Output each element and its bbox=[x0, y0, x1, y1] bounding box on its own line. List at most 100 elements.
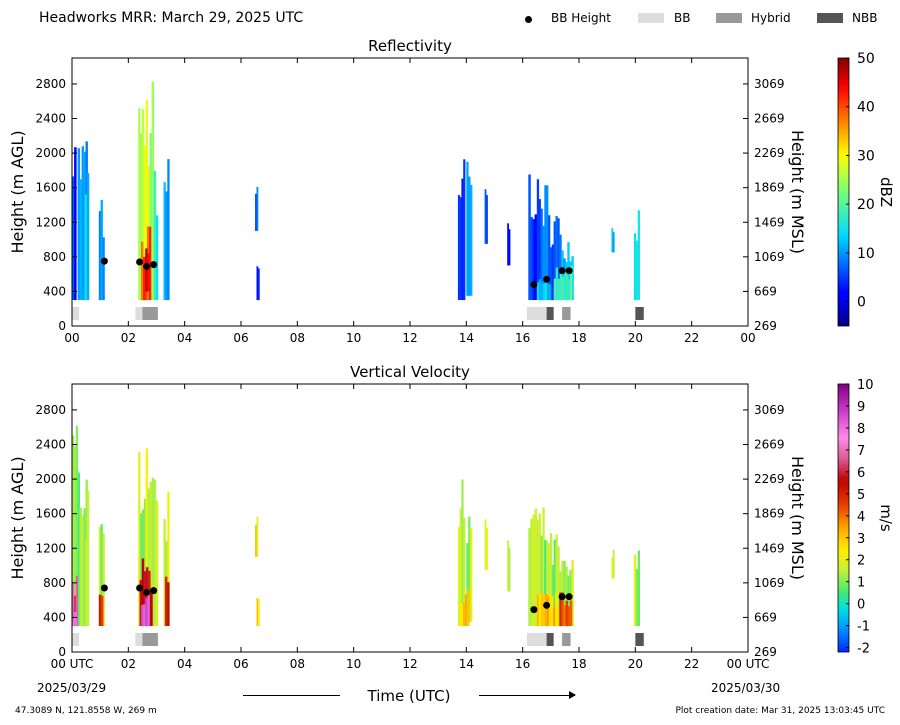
heatmap-cell bbox=[145, 99, 148, 301]
heatmap-cell bbox=[551, 244, 555, 301]
heatmap-cell bbox=[551, 564, 555, 627]
heatmap-hotspot bbox=[141, 558, 145, 627]
y-tick-label: 2400 bbox=[35, 438, 66, 452]
heatmap-hotspot bbox=[561, 276, 565, 301]
heatmap-cell bbox=[459, 197, 462, 300]
heatmap-cell bbox=[151, 477, 155, 626]
x-tick-label: 02 bbox=[121, 331, 136, 345]
colorbar-tick-label: 20 bbox=[857, 197, 875, 213]
colorbar-tick-label: 0 bbox=[857, 295, 866, 311]
heatmap-cell bbox=[147, 488, 150, 626]
heatmap-cell bbox=[548, 215, 551, 301]
bb-type-marker bbox=[635, 307, 644, 320]
heatmap-cell bbox=[611, 228, 614, 253]
y2-tick-label: 2669 bbox=[754, 112, 785, 126]
y-tick-label: 0 bbox=[58, 645, 66, 659]
y2-tick-label: 1869 bbox=[754, 181, 785, 195]
heatmap-cell bbox=[257, 268, 260, 301]
bb-height-point bbox=[143, 588, 151, 596]
heatmap-hotspot bbox=[538, 279, 542, 300]
bb-type-marker bbox=[635, 633, 644, 646]
figure-title: Headworks MRR: March 29, 2025 UTC bbox=[39, 10, 304, 26]
heatmap-cell bbox=[563, 560, 566, 626]
x-tick-label: 06 bbox=[233, 657, 248, 671]
x-tick-label: 10 bbox=[346, 657, 361, 671]
x-tick-label: 16 bbox=[515, 657, 530, 671]
heatmap-cell bbox=[536, 519, 540, 627]
heatmap-cell bbox=[534, 214, 538, 300]
colorbar-tick-label: 10 bbox=[857, 246, 875, 262]
bb-type-marker bbox=[135, 633, 143, 646]
heatmap-cell bbox=[486, 195, 488, 244]
heatmap-cell bbox=[553, 221, 556, 301]
heatmap-cell bbox=[536, 179, 540, 300]
heatmap-cell bbox=[81, 515, 84, 627]
heatmap-hotspot bbox=[462, 602, 466, 626]
heatmap-hotspot bbox=[467, 588, 470, 626]
heatmap-cell bbox=[140, 133, 143, 301]
y-axis-title: Height (m AGL) bbox=[8, 456, 27, 579]
heatmap-cell bbox=[457, 527, 461, 627]
heatmap-hotspot bbox=[74, 612, 77, 627]
colorbar-tick-label: 50 bbox=[857, 51, 875, 67]
heatmap-cell bbox=[470, 528, 473, 622]
heatmap-cell bbox=[100, 524, 103, 626]
legend: BB Height BB Hybrid NBB bbox=[0, 0, 900, 36]
bb-type-marker bbox=[562, 633, 571, 646]
heatmap-cell bbox=[534, 508, 538, 627]
heatmap-hotspot bbox=[72, 615, 75, 627]
heatmap-cell bbox=[72, 176, 75, 300]
heatmap-hotspot bbox=[145, 248, 148, 292]
legend-bb-height-label: BB Height bbox=[551, 11, 611, 25]
heatmap-hotspot bbox=[148, 226, 152, 301]
heatmap-cell bbox=[612, 549, 615, 579]
colorbar-tick-label: 30 bbox=[857, 148, 875, 164]
heatmap-cell bbox=[153, 479, 157, 627]
bb-height-point bbox=[565, 593, 573, 601]
bb-type-marker bbox=[142, 307, 158, 320]
colorbar bbox=[837, 383, 850, 653]
x-tick-label: 22 bbox=[684, 331, 699, 345]
x-tick-label: 08 bbox=[290, 331, 305, 345]
heatmap-cell bbox=[81, 146, 84, 300]
heatmap-cell bbox=[484, 189, 487, 244]
x-tick-label: 12 bbox=[402, 331, 417, 345]
colorbar-tick-label: 1 bbox=[857, 576, 865, 591]
x-tick-label: 20 bbox=[628, 657, 643, 671]
heatmap-cell bbox=[461, 479, 464, 627]
time-axis-arrow-right bbox=[479, 695, 570, 696]
colorbar-tick-label: 5 bbox=[857, 488, 865, 503]
legend-bb-swatch bbox=[638, 13, 664, 23]
heatmap-cell bbox=[530, 217, 533, 301]
end-date-label: 2025/03/30 bbox=[711, 681, 781, 695]
y-tick-label: 2800 bbox=[35, 77, 66, 91]
y2-axis-title: Height (m MSL) bbox=[788, 130, 807, 254]
heatmap-cell bbox=[256, 516, 259, 557]
heatmap-cell bbox=[468, 516, 471, 622]
heatmap-cell bbox=[457, 195, 461, 300]
heatmap-cell bbox=[84, 194, 88, 301]
bb-type-marker bbox=[142, 633, 158, 646]
x-tick-label: 14 bbox=[459, 657, 474, 671]
y-tick-label: 1200 bbox=[35, 215, 66, 229]
heatmap-cell bbox=[141, 109, 145, 301]
panel-title: Reflectivity bbox=[368, 37, 452, 55]
heatmap-hotspot bbox=[559, 267, 563, 300]
y2-tick-label: 269 bbox=[754, 645, 777, 659]
heatmap-cell bbox=[571, 560, 574, 627]
legend-hybrid-label: Hybrid bbox=[751, 11, 791, 25]
heatmap-cell bbox=[544, 185, 547, 300]
colorbar-tick-label: 40 bbox=[857, 100, 875, 116]
heatmap-cell bbox=[544, 540, 547, 627]
y2-axis-title: Height (m MSL) bbox=[788, 456, 807, 580]
heatmap-cell bbox=[98, 211, 102, 301]
y-tick-label: 800 bbox=[43, 576, 66, 590]
heatmap-hotspot bbox=[141, 241, 144, 301]
bb-height-point bbox=[143, 262, 151, 270]
x-tick-label: 10 bbox=[346, 331, 361, 345]
heatmap-hotspot bbox=[100, 595, 104, 627]
y-axis-title: Height (m AGL) bbox=[8, 130, 27, 253]
heatmap-hotspot bbox=[557, 607, 560, 626]
heatmap-cell bbox=[532, 219, 535, 300]
plot-frame bbox=[71, 383, 749, 653]
